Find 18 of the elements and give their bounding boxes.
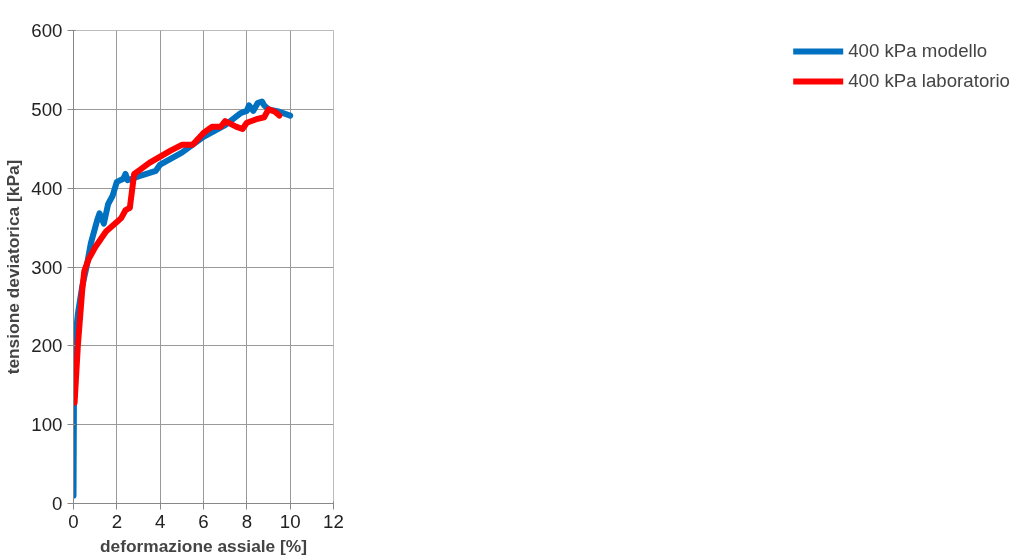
y-tick-label: 500 [31, 98, 63, 120]
y-tick-label: 100 [31, 414, 63, 436]
legend-label: 400 kPa laboratorio [848, 70, 1010, 92]
x-tick-label: 6 [198, 510, 209, 532]
x-tick-label: 12 [323, 510, 344, 532]
y-axis-title: tensione deviatorica [kPa] [3, 159, 24, 375]
x-tick-label: 0 [68, 510, 79, 532]
y-tick-label: 600 [31, 20, 63, 41]
x-axis-title: deformazione assiale [%] [99, 535, 308, 556]
y-tick-label: 400 [31, 177, 63, 199]
x-tick-label: 10 [279, 510, 301, 532]
x-tick-label: 8 [241, 510, 253, 532]
legend-label: 400 kPa modello [848, 40, 988, 62]
y-tick-label: 300 [31, 256, 63, 278]
x-tick-label: 2 [111, 510, 123, 532]
y-tick-label: 0 [52, 493, 63, 514]
x-tick-label: 4 [154, 510, 166, 532]
y-tick-label: 200 [31, 335, 63, 357]
